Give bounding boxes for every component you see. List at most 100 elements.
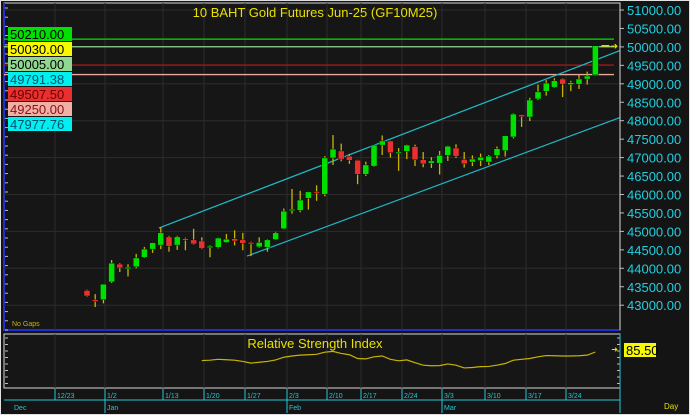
candle-body [592, 45, 599, 76]
price-axis-label: 49000.00 [627, 77, 681, 92]
candle-body [543, 82, 550, 92]
candle-body [493, 148, 501, 156]
candle [362, 161, 369, 177]
price-axis-label: 47000.00 [627, 151, 681, 166]
candle-body [198, 240, 206, 249]
candle-body [173, 236, 181, 246]
candle [403, 144, 410, 160]
candle-body [485, 155, 492, 163]
candle-body [354, 159, 361, 175]
candle [165, 235, 173, 252]
price-panel [3, 2, 621, 331]
candle [428, 157, 435, 168]
price-axis-label: 43000.00 [627, 298, 681, 313]
level-label-49250: 49250.00 [10, 102, 64, 117]
candle-body [477, 157, 484, 161]
candle-body [116, 263, 124, 269]
candle [280, 208, 287, 230]
month-label: Feb [289, 405, 301, 412]
date-label: 1/27 [247, 393, 261, 400]
date-label: 2/24 [404, 393, 418, 400]
candle [452, 144, 460, 158]
candle [190, 228, 197, 245]
price-axis-label: 50000.00 [627, 40, 681, 55]
candle [100, 283, 107, 304]
date-label: 1/2 [107, 393, 117, 400]
candle-body [100, 283, 107, 300]
candle [297, 190, 304, 213]
candle [567, 80, 574, 92]
level-label-49250-bg [8, 102, 72, 116]
candle-body [395, 151, 402, 154]
price-axis-label: 47500.00 [627, 132, 681, 147]
rsi-arrow: ➜ [611, 345, 618, 354]
candle [198, 237, 206, 250]
candle-body [370, 144, 378, 167]
candle-body [280, 210, 287, 230]
candle-body [132, 257, 140, 268]
price-axis-label: 44500.00 [627, 243, 681, 258]
candle [214, 237, 222, 249]
candle [346, 153, 353, 164]
candle [305, 191, 312, 210]
date-label: 3/10 [487, 393, 501, 400]
candle-body [461, 159, 468, 165]
last-price-label: 50030.00 [10, 42, 64, 57]
candle [420, 152, 427, 168]
candle [387, 140, 394, 158]
candle-body [403, 144, 410, 152]
date-label: 3/3 [444, 393, 454, 400]
candle [502, 135, 509, 157]
candle-body [214, 237, 222, 248]
candle [534, 84, 542, 101]
candle [239, 232, 247, 251]
candle [206, 245, 214, 258]
candle [411, 144, 419, 167]
rsi-line [201, 350, 596, 369]
date-label: 1/13 [165, 393, 179, 400]
date-label: 3/17 [528, 393, 542, 400]
level-label-50005: 50005.00 [10, 57, 64, 72]
price-axis-label: 49500.00 [627, 58, 681, 73]
period-label: Day [664, 402, 678, 411]
rsi-value-bg [624, 343, 656, 357]
candle-body [510, 113, 517, 138]
channel-lower-label: 47977.76 [10, 117, 64, 132]
candle-body [518, 114, 525, 117]
channel-lower-label-bg [8, 117, 72, 131]
candle-body [165, 236, 173, 247]
month-label: Dec [14, 405, 27, 412]
candle-body [305, 191, 312, 199]
candle-body [428, 160, 435, 164]
level-label-50005-bg [8, 57, 72, 71]
candle-body [362, 164, 369, 175]
rsi-value-label: 85.50 [626, 343, 659, 358]
candle [157, 226, 165, 250]
candle [231, 230, 238, 246]
candle [247, 241, 255, 257]
candle [518, 114, 525, 127]
candle-body [239, 239, 247, 244]
level-label-49507-bg [8, 87, 72, 101]
candle [272, 231, 279, 240]
candle [313, 185, 320, 201]
candle-body [452, 147, 460, 157]
date-label: 2/17 [363, 393, 377, 400]
candle [584, 71, 591, 85]
candle-body [247, 242, 255, 245]
candle [469, 155, 476, 167]
candle-body [83, 290, 91, 297]
candle [321, 156, 328, 197]
candle [370, 144, 378, 167]
price-axis-label: 44000.00 [627, 261, 681, 276]
candle [379, 135, 386, 156]
candle-body [157, 232, 165, 246]
candle [108, 259, 115, 284]
candle-body [567, 82, 574, 85]
channel-upper-label: 49791.38 [10, 72, 64, 87]
candle-body [321, 157, 328, 195]
candle-body [206, 245, 214, 248]
candle-body [182, 238, 189, 241]
